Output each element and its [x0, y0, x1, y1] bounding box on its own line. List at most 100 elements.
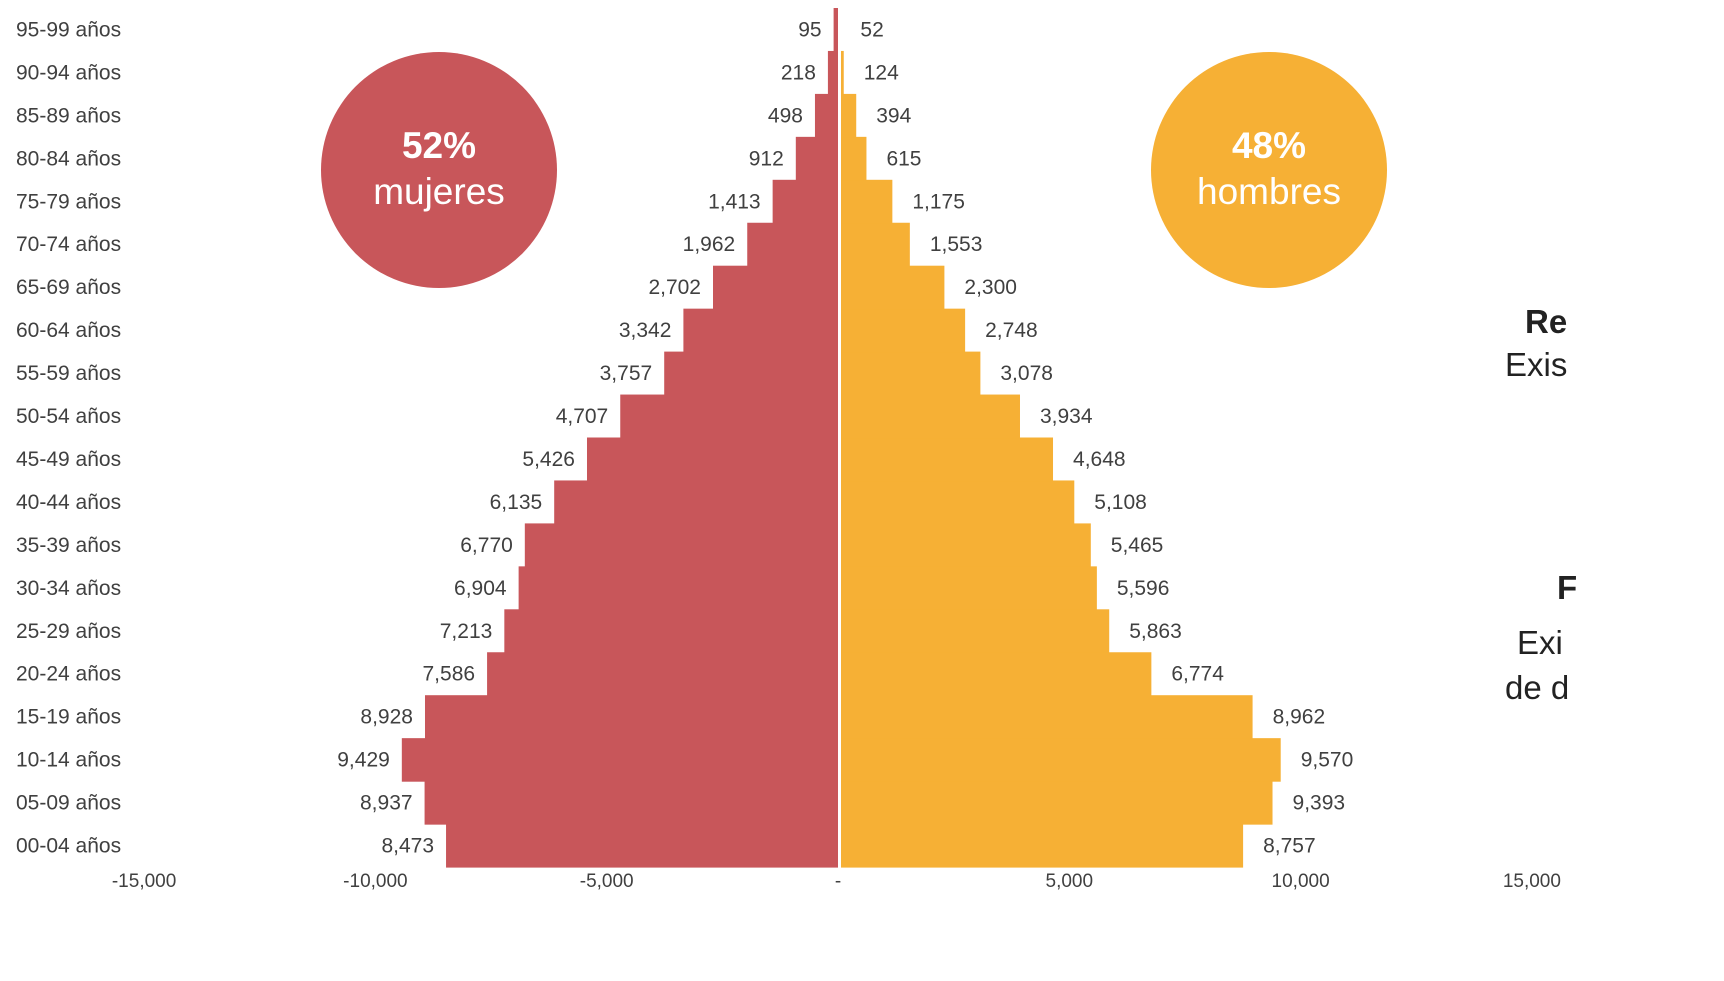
- age-label-15-19-aos: 15-19 años: [16, 706, 121, 729]
- men-bar-90-94-aos: [841, 50, 844, 95]
- age-label-90-94-aos: 90-94 años: [16, 61, 121, 84]
- men-bar-85-89-aos: [841, 93, 857, 138]
- women-bar-40-44-aos: [554, 480, 838, 524]
- age-label-20-24-aos: 20-24 años: [16, 663, 121, 686]
- age-label-95-99-aos: 95-99 años: [16, 18, 121, 41]
- men-bar-45-49-aos: [841, 437, 1054, 482]
- men-value-label-90-94-aos: 124: [864, 61, 899, 84]
- age-label-35-39-aos: 35-39 años: [16, 534, 121, 557]
- women-bar-35-39-aos: [524, 523, 838, 567]
- men-value-label-35-39-aos: 5,465: [1111, 534, 1164, 557]
- men-value-label-25-29-aos: 5,863: [1129, 620, 1182, 643]
- age-label-50-54-aos: 50-54 años: [16, 405, 121, 428]
- women-bar-85-89-aos: [814, 93, 838, 138]
- x-tick-label-6: 15,000: [1503, 871, 1561, 892]
- side-text-3: de d: [1505, 669, 1570, 706]
- women-value-label-25-29-aos: 7,213: [440, 620, 493, 643]
- men-bar-80-84-aos: [841, 136, 867, 181]
- men-bar-50-54-aos: [841, 394, 1020, 439]
- men-value-label-10-14-aos: 9,570: [1301, 749, 1354, 772]
- men-bars-group: [841, 50, 1281, 868]
- women-percent: 52%: [401, 125, 477, 166]
- men-bar-05-09-aos: [841, 781, 1273, 825]
- women-value-label-70-74-aos: 1,962: [683, 233, 736, 256]
- men-label: hombres: [1197, 171, 1341, 212]
- women-value-label-95-99-aos: 95: [798, 18, 821, 41]
- women-value-label-50-54-aos: 4,707: [556, 405, 609, 428]
- women-value-label-05-09-aos: 8,937: [360, 792, 413, 815]
- men-bar-35-39-aos: [841, 523, 1091, 567]
- age-label-40-44-aos: 40-44 años: [16, 491, 121, 514]
- age-label-70-74-aos: 70-74 años: [16, 233, 121, 256]
- x-tick-label-4: 5,000: [1046, 871, 1094, 892]
- women-value-label-00-04-aos: 8,473: [381, 835, 434, 858]
- age-label-05-09-aos: 05-09 años: [16, 792, 121, 815]
- women-value-label-35-39-aos: 6,770: [460, 534, 513, 557]
- women-bar-00-04-aos: [446, 824, 838, 868]
- x-tick-label-3: -: [835, 871, 841, 892]
- women-bar-05-09-aos: [424, 781, 838, 825]
- men-bar-00-04-aos: [841, 824, 1244, 868]
- men-bar-20-24-aos: [841, 652, 1152, 696]
- men-percentage-bubble: 48% hombres: [1151, 52, 1387, 288]
- women-bar-65-69-aos: [713, 265, 838, 310]
- men-bar-70-74-aos: [841, 222, 910, 267]
- x-axis-tick-labels: -15,000 -10,000 -5,000-5,000 10,000 15,000: [112, 871, 1561, 892]
- side-heading-2: F: [1557, 569, 1578, 606]
- age-label-30-34-aos: 30-34 años: [16, 577, 121, 600]
- age-label-75-79-aos: 75-79 años: [16, 190, 121, 213]
- women-label: mujeres: [373, 171, 505, 212]
- age-label-85-89-aos: 85-89 años: [16, 104, 121, 127]
- women-value-label-30-34-aos: 6,904: [454, 577, 507, 600]
- women-value-label-40-44-aos: 6,135: [490, 491, 543, 514]
- men-bar-10-14-aos: [841, 738, 1281, 782]
- men-value-label-65-69-aos: 2,300: [964, 276, 1017, 299]
- women-value-label-90-94-aos: 218: [781, 61, 816, 84]
- women-value-label-15-19-aos: 8,928: [360, 706, 413, 729]
- women-bar-15-19-aos: [424, 695, 838, 739]
- women-value-label-45-49-aos: 5,426: [522, 448, 575, 471]
- men-value-label-80-84-aos: 615: [886, 147, 921, 170]
- men-bar-25-29-aos: [841, 609, 1110, 653]
- women-value-label-65-69-aos: 2,702: [648, 276, 701, 299]
- men-value-label-45-49-aos: 4,648: [1073, 448, 1126, 471]
- women-value-label-10-14-aos: 9,429: [337, 749, 390, 772]
- side-text-1: Exis: [1505, 346, 1568, 383]
- women-value-label-75-79-aos: 1,413: [708, 190, 761, 213]
- age-label-80-84-aos: 80-84 años: [16, 147, 121, 170]
- women-value-label-60-64-aos: 3,342: [619, 319, 672, 342]
- men-bar-40-44-aos: [841, 480, 1075, 524]
- women-bar-70-74-aos: [747, 222, 838, 267]
- women-bar-90-94-aos: [827, 50, 838, 95]
- men-value-label-00-04-aos: 8,757: [1263, 835, 1316, 858]
- women-bar-60-64-aos: [683, 308, 838, 353]
- x-tick-label-2: -5,000: [580, 871, 634, 892]
- men-value-label-20-24-aos: 6,774: [1171, 663, 1224, 686]
- men-bar-30-34-aos: [841, 566, 1097, 610]
- women-bar-45-49-aos: [586, 437, 838, 482]
- women-bar-95-99-aos: [833, 8, 838, 52]
- men-value-label-40-44-aos: 5,108: [1094, 491, 1147, 514]
- x-tick-label-5: 10,000: [1272, 871, 1330, 892]
- men-percent: 48%: [1231, 125, 1307, 166]
- age-label-45-49-aos: 45-49 años: [16, 448, 121, 471]
- men-bar-55-59-aos: [841, 351, 981, 396]
- women-bar-50-54-aos: [620, 394, 838, 439]
- age-group-labels: 00-04 años 05-09 años 10-14 años 15-19 años…: [16, 18, 121, 857]
- men-value-label-85-89-aos: 394: [876, 104, 911, 127]
- women-bar-10-14-aos: [401, 738, 838, 782]
- women-bar-80-84-aos: [795, 136, 838, 181]
- women-bar-75-79-aos: [772, 179, 838, 224]
- men-value-label-75-79-aos: 1,175: [912, 190, 965, 213]
- women-bar-30-34-aos: [518, 566, 838, 610]
- age-label-25-29-aos: 25-29 años: [16, 620, 121, 643]
- age-label-55-59-aos: 55-59 años: [16, 362, 121, 385]
- women-value-label-20-24-aos: 7,586: [423, 663, 476, 686]
- men-bar-65-69-aos: [841, 265, 945, 310]
- men-value-label-55-59-aos: 3,078: [1000, 362, 1053, 385]
- men-bar-60-64-aos: [841, 308, 966, 353]
- age-label-60-64-aos: 60-64 años: [16, 319, 121, 342]
- men-bar-15-19-aos: [841, 695, 1253, 739]
- women-bar-55-59-aos: [664, 351, 838, 396]
